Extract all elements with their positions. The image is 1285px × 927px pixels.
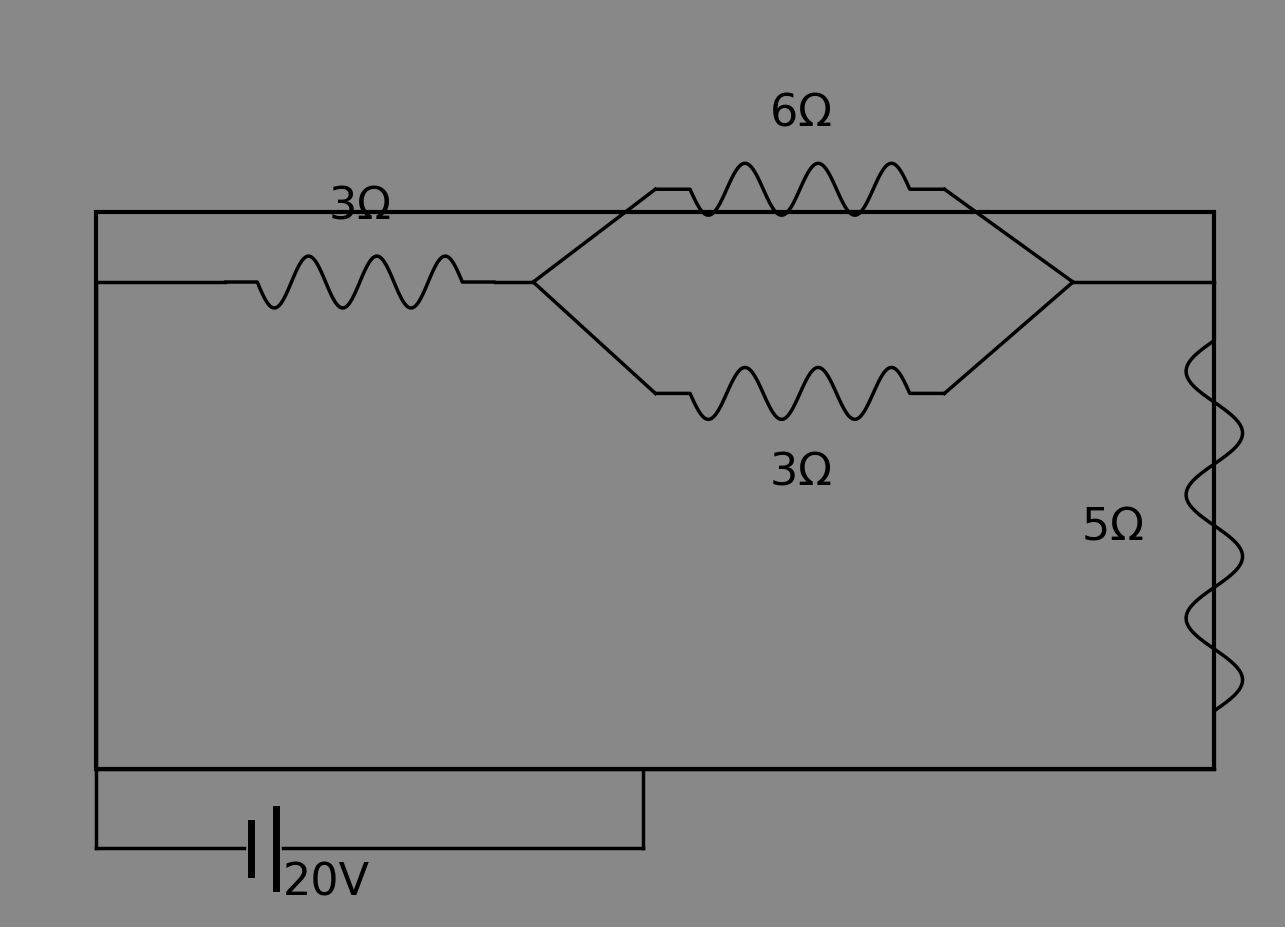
Text: 6$\Omega$: 6$\Omega$: [768, 92, 831, 134]
Bar: [96, 213, 1214, 769]
Text: 3$\Omega$: 3$\Omega$: [768, 450, 831, 492]
Text: 3$\Omega$: 3$\Omega$: [329, 184, 391, 227]
Text: 5$\Omega$: 5$\Omega$: [1081, 504, 1144, 548]
Text: 20V: 20V: [283, 861, 370, 904]
